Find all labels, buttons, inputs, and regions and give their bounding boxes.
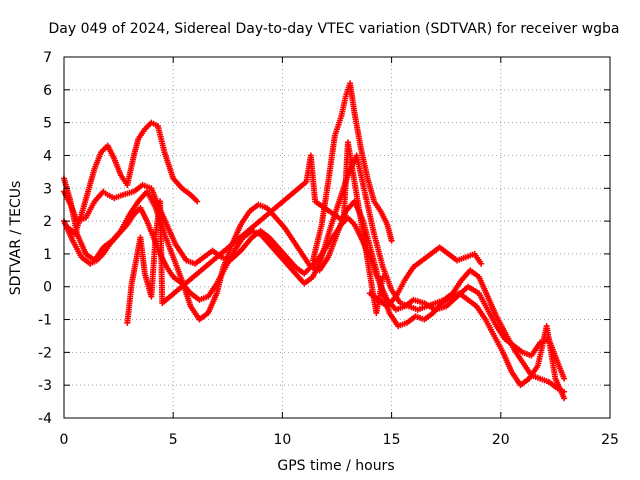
y-tick-label: 3: [43, 181, 52, 197]
x-tick-label: 0: [60, 432, 69, 448]
y-tick-label: 4: [43, 148, 52, 164]
data-point: [194, 198, 201, 205]
x-tick-label: 10: [273, 432, 291, 448]
data-point: [561, 375, 568, 382]
x-tick-label: 5: [169, 432, 178, 448]
y-tick-label: 0: [43, 280, 52, 296]
x-tick-label: 25: [601, 432, 619, 448]
data-point: [561, 395, 568, 402]
y-axis-label: SDTVAR / TECUs: [8, 181, 24, 296]
axis-ticks: 0 5 10 15 20 25 -4 -3 -2 -1 0 1 2 3 4 5 6 7: [38, 50, 619, 448]
chart-title: Day 049 of 2024, Sidereal Day-to-day VTE…: [48, 21, 619, 37]
series-track-c: [61, 152, 568, 395]
data-point: [561, 388, 568, 395]
y-tick-label: 7: [43, 50, 52, 66]
y-tick-label: -2: [38, 345, 52, 361]
y-tick-label: 5: [43, 116, 52, 132]
series-track-b: [61, 175, 568, 402]
x-tick-label: 15: [383, 432, 401, 448]
data-marks: [61, 80, 568, 402]
y-tick-label: -3: [38, 378, 52, 394]
y-tick-label: -4: [38, 411, 52, 427]
data-point: [379, 273, 386, 280]
series-evening-arc: [366, 244, 485, 310]
grid-lines: [64, 57, 610, 418]
data-point: [478, 260, 485, 267]
y-tick-label: 6: [43, 83, 52, 99]
y-tick-label: 2: [43, 214, 52, 230]
series-noise-spikes: [124, 139, 386, 326]
y-tick-label: -1: [38, 313, 52, 329]
series-morning-hump: [65, 119, 201, 238]
plot-frame: [63, 56, 611, 419]
y-tick-label: 1: [43, 247, 52, 263]
x-axis-label: GPS time / hours: [277, 458, 394, 474]
data-point: [388, 237, 395, 244]
x-tick-label: 20: [492, 432, 510, 448]
series-afternoon-spike: [309, 80, 395, 264]
